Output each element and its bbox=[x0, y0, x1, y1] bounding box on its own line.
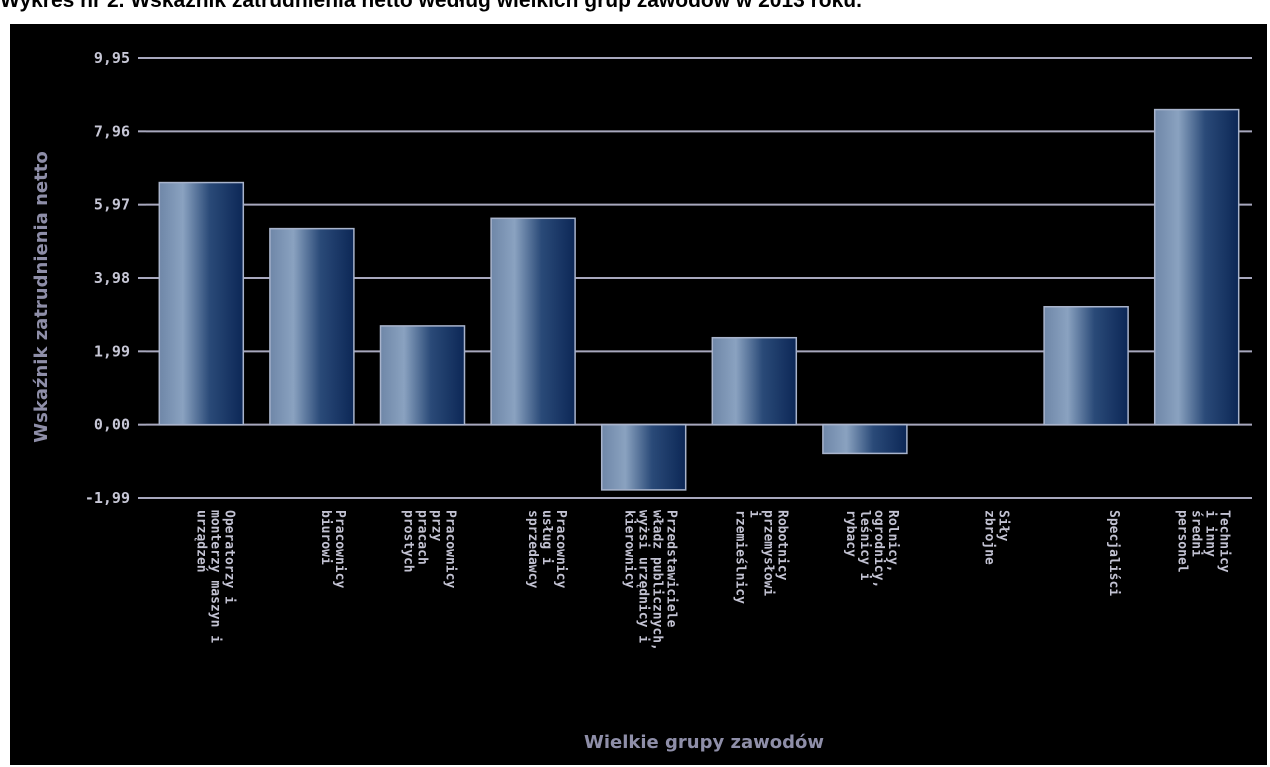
category-label-line: przemysłowi bbox=[760, 510, 775, 596]
y-tick-label: 9,95 bbox=[94, 49, 130, 67]
category-label-line: biurowi bbox=[318, 510, 333, 565]
y-tick-label: 0,00 bbox=[94, 416, 130, 434]
category-label-line: Robotnicy bbox=[774, 510, 789, 581]
y-tick-label: 3,98 bbox=[94, 269, 130, 287]
category-label-line: Operatorzy i bbox=[221, 510, 236, 604]
category-label-line: przy bbox=[429, 510, 444, 541]
category-label-line: rybacy bbox=[843, 510, 858, 557]
bar bbox=[823, 425, 907, 454]
category-label-line: leśnicy i bbox=[857, 510, 872, 581]
bar bbox=[159, 183, 243, 425]
category-label: Specjaliści bbox=[1106, 510, 1121, 596]
category-label-line: i bbox=[746, 510, 761, 518]
category-label-line: wyżsi urzędnicy i bbox=[636, 510, 651, 643]
bar bbox=[602, 425, 686, 490]
category-label-line: średni bbox=[1189, 510, 1204, 557]
category-label-line: sprzedawcy bbox=[525, 510, 540, 588]
y-axis-title: Wskaźnik zatrudnienia netto bbox=[31, 151, 52, 442]
category-label-line: monterzy maszyn i bbox=[207, 510, 222, 643]
y-tick-label: 1,99 bbox=[94, 342, 130, 360]
bar bbox=[712, 338, 796, 425]
bar bbox=[1044, 307, 1128, 425]
category-label-line: rzemieślnicy bbox=[732, 510, 747, 604]
y-tick-label: 7,96 bbox=[94, 122, 130, 140]
x-axis-title: Wielkie grupy zawodów bbox=[584, 732, 824, 753]
category-label-line: usług i bbox=[539, 510, 554, 565]
category-label-line: pracach bbox=[415, 510, 430, 565]
y-tick-label: 5,97 bbox=[94, 196, 130, 214]
category-label-line: Pracownicy bbox=[553, 510, 568, 588]
category-label-line: ogrodnicy, bbox=[871, 510, 886, 588]
category-label-line: personel bbox=[1175, 510, 1190, 573]
bar bbox=[1155, 110, 1239, 425]
category-label-line: kierownicy bbox=[622, 510, 637, 588]
chart-area: 9,95 7,96 5,97 3,98 1,99 0,00 -1,99 Operatorzy… bbox=[10, 24, 1267, 765]
category-label-line: Przedstawiciele bbox=[664, 510, 679, 628]
category-label-line: Technicy bbox=[1217, 510, 1232, 573]
page-title: Wykres nr 2. Wskaźnik zatrudnienia netto… bbox=[0, 0, 1270, 13]
y-tick-label: -1,99 bbox=[85, 489, 130, 507]
category-label-line: zbrojne bbox=[982, 510, 997, 565]
category-label-line: Specjaliści bbox=[1106, 510, 1121, 596]
bar bbox=[381, 326, 465, 425]
category-label-line: urządzeń bbox=[193, 510, 208, 573]
category-label-line: władz publicznych, bbox=[650, 510, 665, 651]
category-label-line: Siły bbox=[996, 510, 1011, 541]
bar-chart: 9,95 7,96 5,97 3,98 1,99 0,00 -1,99 Operatorzy… bbox=[10, 24, 1267, 765]
bar bbox=[491, 218, 575, 424]
category-label-line: i inny bbox=[1203, 510, 1218, 557]
category-label-line: Rolnicy, bbox=[885, 510, 900, 573]
category-label-line: Pracownicy bbox=[443, 510, 458, 588]
category-label-line: prostych bbox=[401, 510, 416, 573]
bar bbox=[270, 229, 354, 425]
category-label-line: Pracownicy bbox=[332, 510, 347, 588]
